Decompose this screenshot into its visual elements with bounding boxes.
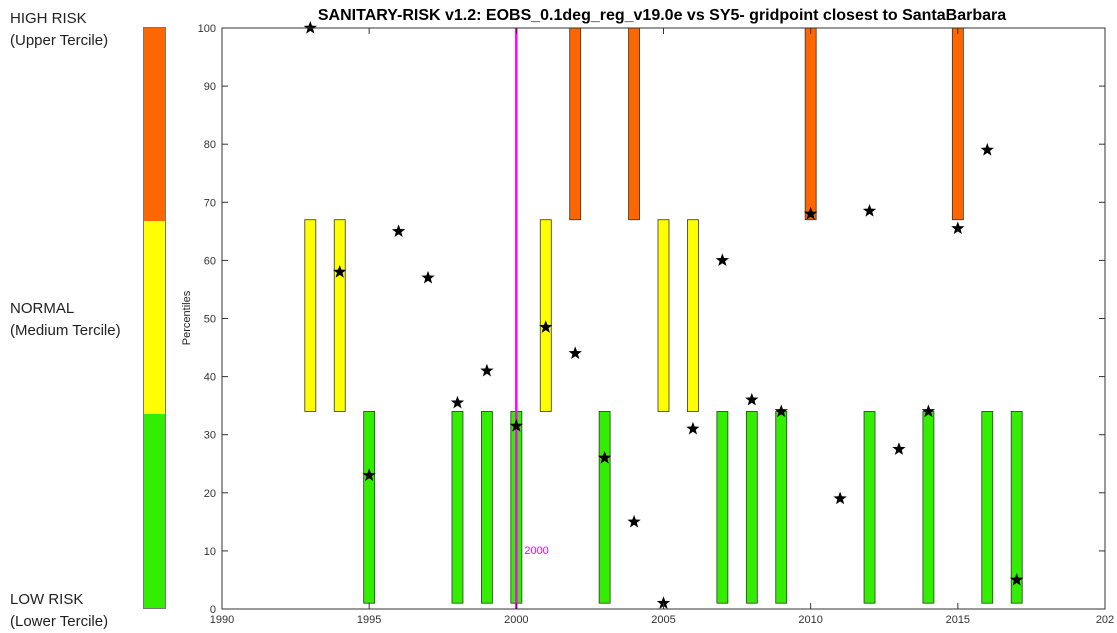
- bar-1994: [333, 219, 346, 412]
- bar-1999: [480, 411, 493, 604]
- bar-2009: [775, 411, 788, 604]
- star-point-2006: [686, 421, 700, 435]
- bar-2004: [628, 27, 640, 221]
- x-tick-label-2000: 2000: [504, 614, 528, 626]
- x-tick-label-1990: 1990: [210, 614, 234, 626]
- legend-swatch-high: [144, 28, 165, 222]
- star-point-1993: [303, 21, 317, 34]
- legend-low-title: LOW RISK: [10, 591, 84, 608]
- x-tick-label-2015: 2015: [946, 614, 970, 626]
- star-point-2002: [568, 346, 582, 360]
- y-tick-label-60: 60: [204, 255, 216, 267]
- star-point-2008: [745, 392, 759, 406]
- bar-2017: [1010, 411, 1023, 604]
- marker-line-label: 2000: [524, 545, 548, 557]
- star-point-2003: [597, 450, 612, 464]
- x-tick-label-2020: 202: [1096, 614, 1114, 626]
- star-point-1994: [333, 265, 347, 278]
- y-tick-label-30: 30: [204, 430, 216, 442]
- legend-swatch-low: [144, 414, 165, 608]
- vline-layer: 2000: [515, 28, 549, 609]
- bar-2012: [863, 411, 876, 604]
- legend-normal-sub: (Medium Tercile): [10, 322, 121, 339]
- star-point-1999: [480, 363, 494, 377]
- x-tick-label-2010: 2010: [798, 614, 822, 626]
- bars-layer: [304, 27, 1023, 604]
- bar-2006: [687, 219, 699, 412]
- stars-layer: [303, 21, 1024, 609]
- y-axis-label: Percentiles: [181, 290, 193, 345]
- bar-2003: [598, 411, 611, 604]
- bar-2007: [716, 411, 729, 604]
- star-point-2009: [774, 404, 788, 418]
- star-point-2007: [715, 253, 730, 267]
- bar-1995: [363, 411, 376, 604]
- star-point-1998: [450, 395, 465, 409]
- x-tick-label-1995: 1995: [357, 614, 381, 626]
- star-point-1997: [421, 270, 435, 284]
- y-tick-label-80: 80: [204, 139, 216, 151]
- legend-normal-label: NORMAL (Medium Tercile): [10, 298, 121, 342]
- axes-layer: 0 10 20 30 40 50 60 70 80 90 100 1990 1995 2000 2005 20…: [198, 23, 1115, 626]
- star-point-2012: [862, 204, 877, 217]
- star-point-2015: [951, 221, 965, 235]
- star-point-2000: [509, 418, 523, 432]
- star-point-2014: [921, 404, 936, 418]
- bar-2001: [539, 219, 552, 412]
- bar-2016: [981, 411, 994, 604]
- legend-high-sub: (Upper Tercile): [10, 32, 109, 49]
- legend-high-title: HIGH RISK: [10, 10, 87, 27]
- bar-2010: [804, 27, 817, 221]
- y-tick-label-0: 0: [210, 604, 216, 616]
- y-tick-label-10: 10: [204, 546, 216, 558]
- y-tick-label-40: 40: [204, 372, 216, 384]
- tercile-legend-bar: [143, 27, 166, 609]
- star-point-1995: [362, 468, 376, 482]
- y-tick-label-70: 70: [204, 197, 216, 209]
- legend-low-label: LOW RISK (Lower Tercile): [10, 589, 108, 633]
- legend-high-label: HIGH RISK (Upper Tercile): [10, 8, 108, 52]
- star-point-1996: [391, 224, 406, 238]
- star-point-2011: [833, 491, 847, 505]
- x-tick-label-2005: 2005: [651, 614, 675, 626]
- y-tick-label-100: 100: [198, 23, 216, 35]
- bar-2005: [657, 219, 670, 412]
- bar-2008: [745, 411, 758, 604]
- star-point-2017: [1010, 572, 1024, 586]
- bar-1993: [304, 219, 317, 412]
- bar-2002: [569, 27, 582, 221]
- star-point-2016: [980, 143, 994, 156]
- star-point-2005: [656, 596, 671, 609]
- star-point-2010: [804, 206, 818, 220]
- bar-2014: [922, 411, 935, 604]
- star-point-2013: [892, 442, 906, 455]
- star-point-2001: [539, 320, 553, 333]
- bar-1998: [451, 411, 464, 604]
- y-tick-label-50: 50: [204, 314, 216, 326]
- legend-low-sub: (Lower Tercile): [10, 613, 109, 630]
- star-point-2004: [627, 514, 641, 528]
- y-tick-label-20: 20: [204, 488, 216, 500]
- bar-2015: [951, 27, 964, 221]
- legend-normal-title: NORMAL: [10, 300, 75, 317]
- y-tick-label-90: 90: [204, 81, 216, 93]
- chart-title: SANITARY-RISK v1.2: EOBS_0.1deg_reg_v19.…: [318, 7, 1006, 24]
- legend-swatch-normal: [144, 221, 165, 415]
